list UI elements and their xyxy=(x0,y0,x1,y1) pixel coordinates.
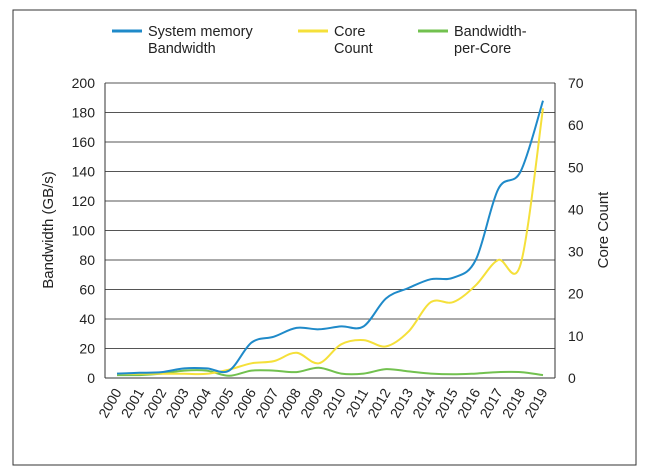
x-tick-label: 2014 xyxy=(409,385,439,420)
right-tick-label: 40 xyxy=(568,201,584,217)
legend-label: Bandwidth- xyxy=(454,24,527,40)
x-tick-label: 2015 xyxy=(431,385,461,420)
series-lines xyxy=(116,100,544,377)
series-line-bandwidth-per-core xyxy=(116,366,544,377)
left-tick-label: 200 xyxy=(72,75,96,91)
x-tick-label: 2018 xyxy=(499,385,529,420)
legend-label: Bandwidth xyxy=(148,41,216,57)
left-tick-label: 180 xyxy=(72,105,96,121)
right-tick-label: 50 xyxy=(568,159,584,175)
right-tick-label: 60 xyxy=(568,117,584,133)
x-tick-label: 2008 xyxy=(275,385,305,420)
left-axis-title: Bandwidth (GB/s) xyxy=(40,171,57,289)
left-tick-label: 100 xyxy=(72,223,96,239)
left-tick-label: 80 xyxy=(79,252,95,268)
x-tick-label: 2003 xyxy=(162,385,192,420)
x-tick-label: 2007 xyxy=(252,385,282,420)
left-axis-ticks: 0 20 40 60 80 100 120 140 160 180 200 xyxy=(72,75,96,386)
legend-label: Core xyxy=(334,24,365,40)
right-axis-title: Core Count xyxy=(595,191,612,269)
x-tick-label: 2017 xyxy=(476,385,506,420)
legend-label: System memory xyxy=(148,24,253,40)
gridlines xyxy=(105,82,555,349)
right-tick-label: 20 xyxy=(568,286,584,302)
chart-border xyxy=(12,9,637,466)
x-tick-label: 2010 xyxy=(319,385,349,420)
left-tick-label: 120 xyxy=(72,193,96,209)
legend-label: per-Core xyxy=(454,41,511,57)
right-axis-ticks: 0 10 20 30 40 50 60 70 xyxy=(568,75,584,386)
x-tick-label: 2006 xyxy=(230,385,260,420)
right-tick-label: 70 xyxy=(568,75,584,91)
x-tick-label: 2012 xyxy=(364,385,394,420)
left-tick-label: 140 xyxy=(72,164,96,180)
x-tick-label: 2016 xyxy=(454,385,484,420)
x-axis-ticks: 2000200120022003200420052006200720082009… xyxy=(95,385,551,420)
x-tick-label: 2013 xyxy=(387,385,417,420)
right-tick-label: 10 xyxy=(568,328,584,344)
x-tick-label: 2004 xyxy=(185,385,215,420)
x-tick-label: 2001 xyxy=(118,385,148,420)
x-tick-label: 2000 xyxy=(95,385,125,420)
right-tick-label: 0 xyxy=(568,370,576,386)
x-tick-label: 2019 xyxy=(521,385,551,420)
legend-label: Count xyxy=(334,41,373,57)
series-line-core-count xyxy=(117,108,544,376)
x-tick-label: 2005 xyxy=(207,385,237,420)
left-tick-label: 0 xyxy=(87,370,95,386)
left-tick-label: 160 xyxy=(72,134,96,150)
left-tick-label: 40 xyxy=(79,311,95,327)
x-tick-label: 2002 xyxy=(140,385,170,420)
x-tick-label: 2009 xyxy=(297,385,327,420)
right-tick-label: 30 xyxy=(568,244,584,260)
series-line-system-memory-bandwidth xyxy=(116,100,544,375)
left-tick-label: 60 xyxy=(79,282,95,298)
left-tick-label: 20 xyxy=(79,341,95,357)
axes xyxy=(104,83,556,379)
